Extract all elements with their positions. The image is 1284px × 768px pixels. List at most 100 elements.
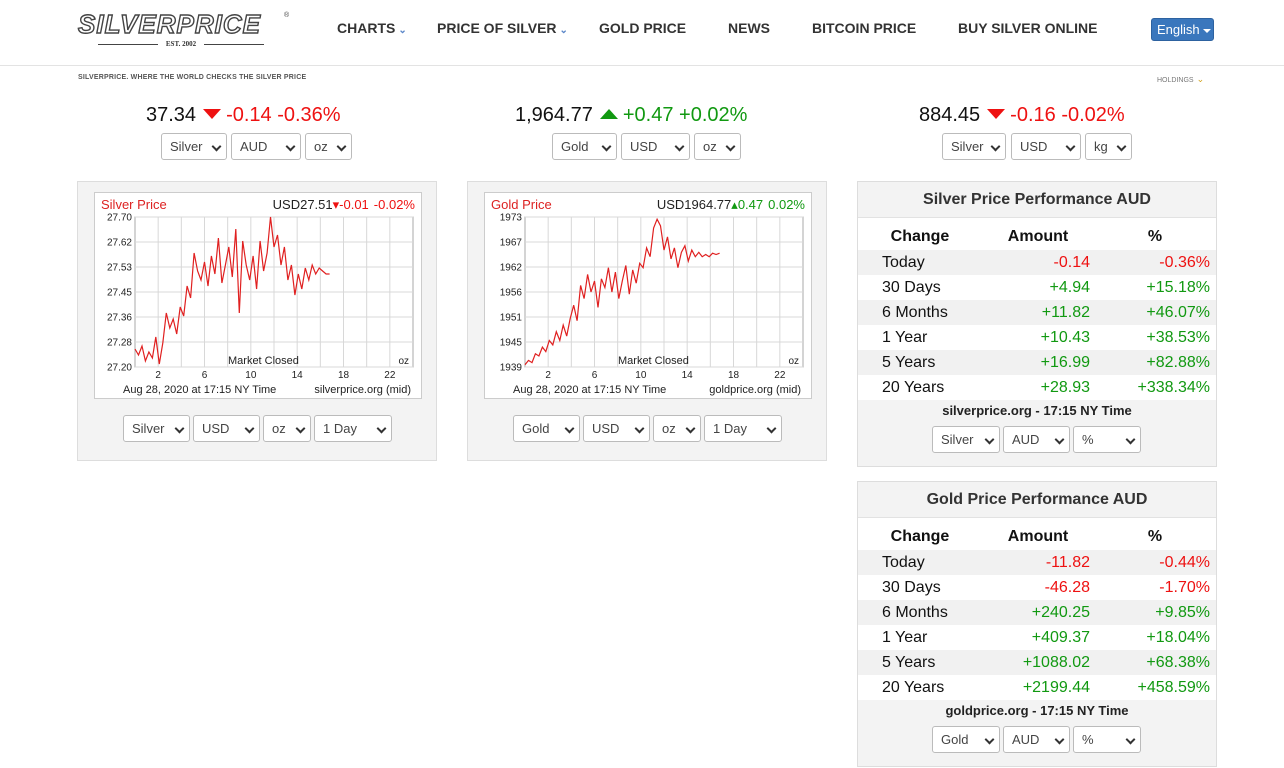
chart-plot-area: 1973 1967 1962 1956 1951 1945 1939 2 6 10 14 18 22 — [500, 213, 804, 381]
table-row: 20 Years +2199.44 +458.59% — [858, 675, 1216, 700]
ticker-currency-select[interactable]: AUD — [231, 133, 301, 160]
column-header-amount: Amount — [982, 518, 1094, 550]
table-row: 1 Year +409.37 +18.04% — [858, 625, 1216, 650]
y-tick-label: 27.45 — [107, 288, 132, 299]
y-tick-label: 1967 — [500, 238, 523, 249]
ticker-percent: -0.02% — [1061, 104, 1125, 126]
amount-cell: +409.37 — [982, 625, 1094, 650]
gold-chart-svg: 1973 1967 1962 1956 1951 1945 1939 2 6 10 14 18 22 G… — [491, 197, 805, 396]
nav-price-of-silver[interactable]: PRICE OF SILVER ⌄ — [437, 20, 568, 36]
select-value: AUD — [240, 139, 268, 154]
ticker-metal-select[interactable]: Silver — [161, 133, 227, 160]
chevron-down-icon — [376, 423, 387, 434]
period-cell: 30 Days — [858, 575, 982, 600]
chart-currency-select[interactable]: USD — [193, 415, 260, 442]
select-value: % — [1082, 432, 1094, 447]
chart-unit-select[interactable]: oz — [653, 415, 701, 442]
amount-cell: -0.14 — [982, 250, 1094, 275]
chart-quote-line: USD27.51▾-0.01 -0.02% — [273, 197, 416, 212]
percent-cell: +82.88% — [1094, 350, 1216, 375]
period-cell: 5 Years — [858, 650, 982, 675]
chevron-down-icon — [601, 141, 612, 152]
performance-mode-select[interactable]: % — [1073, 426, 1141, 453]
performance-mode-select[interactable]: % — [1073, 726, 1141, 753]
chart-metal-select[interactable]: Gold — [513, 415, 580, 442]
chart-range-select[interactable]: 1 Day — [704, 415, 782, 442]
language-dropdown-button[interactable]: English — [1151, 18, 1214, 41]
ticker-unit-select[interactable]: oz — [694, 133, 741, 160]
table-row: 30 Days -46.28 -1.70% — [858, 575, 1216, 600]
select-value: Silver — [132, 421, 165, 436]
x-tick-label: 22 — [384, 370, 396, 381]
chart-unit: oz — [788, 356, 799, 367]
chart-unit-select[interactable]: oz — [263, 415, 311, 442]
chevron-down-icon — [174, 423, 185, 434]
ticker-silver-aud: 37.34 -0.14 -0.36% — [146, 104, 341, 130]
silver-chart-panel: 27.70 27.62 27.53 27.45 27.36 27.28 27.20 2 6 10 1… — [77, 181, 437, 461]
chevron-down-icon: ⌄ — [1196, 74, 1205, 84]
x-tick-label: 10 — [635, 370, 647, 381]
y-tick-label: 1951 — [500, 313, 523, 324]
period-cell: 6 Months — [858, 600, 982, 625]
chart-metal-select[interactable]: Silver — [123, 415, 190, 442]
y-tick-label: 1973 — [500, 213, 523, 224]
performance-metal-select[interactable]: Silver — [932, 426, 1000, 453]
select-value: Gold — [561, 139, 589, 154]
ticker-price: 1,964.77 — [515, 104, 593, 126]
period-cell: 30 Days — [858, 275, 982, 300]
chart-unit: oz — [398, 356, 409, 367]
ticker-unit-select[interactable]: oz — [305, 133, 352, 160]
select-value: USD — [592, 421, 620, 436]
performance-currency-select[interactable]: AUD — [1003, 426, 1070, 453]
nav-bitcoin-price[interactable]: BITCOIN PRICE — [812, 20, 917, 36]
y-tick-label: 1939 — [500, 363, 523, 374]
performance-metal-select[interactable]: Gold — [932, 726, 1000, 753]
nav-gold-price[interactable]: GOLD PRICE — [599, 20, 687, 36]
chart-footer-source: goldprice.org (mid) — [709, 384, 801, 396]
percent-cell: -1.70% — [1094, 575, 1216, 600]
nav-buy-silver-online[interactable]: BUY SILVER ONLINE — [958, 20, 1098, 36]
select-value: USD — [202, 421, 230, 436]
nav-charts[interactable]: CHARTS ⌄ — [337, 20, 407, 36]
percent-cell: +38.53% — [1094, 325, 1216, 350]
select-value: AUD — [1012, 732, 1040, 747]
amount-cell: -46.28 — [982, 575, 1094, 600]
ticker-metal-select[interactable]: Silver — [942, 133, 1006, 160]
period-cell: 1 Year — [858, 625, 982, 650]
arrow-down-icon — [203, 109, 222, 120]
ticker-currency-select[interactable]: USD — [621, 133, 690, 160]
column-header-percent: % — [1094, 518, 1216, 550]
holdings-toggle[interactable]: HOLDINGS ⌄ — [1157, 74, 1204, 85]
site-logo[interactable]: SILVERPRICE ® EST. 2002 — [77, 9, 289, 50]
select-value: oz — [272, 421, 286, 436]
performance-title: Silver Price Performance AUD — [858, 182, 1216, 218]
ticker-currency-select[interactable]: USD — [1011, 133, 1081, 160]
chart-percent: -0.02% — [374, 197, 416, 212]
performance-currency-select[interactable]: AUD — [1003, 726, 1070, 753]
arrow-down-icon: ▾ — [333, 197, 340, 212]
period-cell: Today — [858, 550, 982, 575]
chevron-down-icon — [295, 423, 306, 434]
period-cell: Today — [858, 250, 982, 275]
nav-charts-label: CHARTS — [337, 20, 396, 36]
chevron-down-icon — [1054, 434, 1065, 445]
chevron-down-icon — [244, 423, 255, 434]
chart-status: Market Closed — [228, 355, 299, 367]
ticker-metal-select[interactable]: Gold — [552, 133, 617, 160]
chart-change: -0.01 — [339, 197, 369, 212]
select-value: USD — [630, 139, 658, 154]
chart-currency-select[interactable]: USD — [583, 415, 650, 442]
chevron-down-icon — [1116, 141, 1127, 152]
chart-range-select[interactable]: 1 Day — [314, 415, 392, 442]
select-value: % — [1082, 732, 1094, 747]
chevron-down-icon — [1065, 141, 1076, 152]
ticker-unit-select[interactable]: kg — [1085, 133, 1132, 160]
x-tick-label: 6 — [592, 370, 598, 381]
ticker-percent: +0.02% — [679, 104, 748, 126]
y-tick-label: 27.36 — [107, 313, 132, 324]
table-row: 5 Years +16.99 +82.88% — [858, 350, 1216, 375]
language-label: English — [1157, 22, 1200, 37]
nav-news[interactable]: NEWS — [728, 20, 770, 36]
performance-table: Change Amount % Today -0.14 -0.36% 30 Days… — [858, 218, 1216, 400]
y-tick-label: 27.53 — [107, 263, 132, 274]
